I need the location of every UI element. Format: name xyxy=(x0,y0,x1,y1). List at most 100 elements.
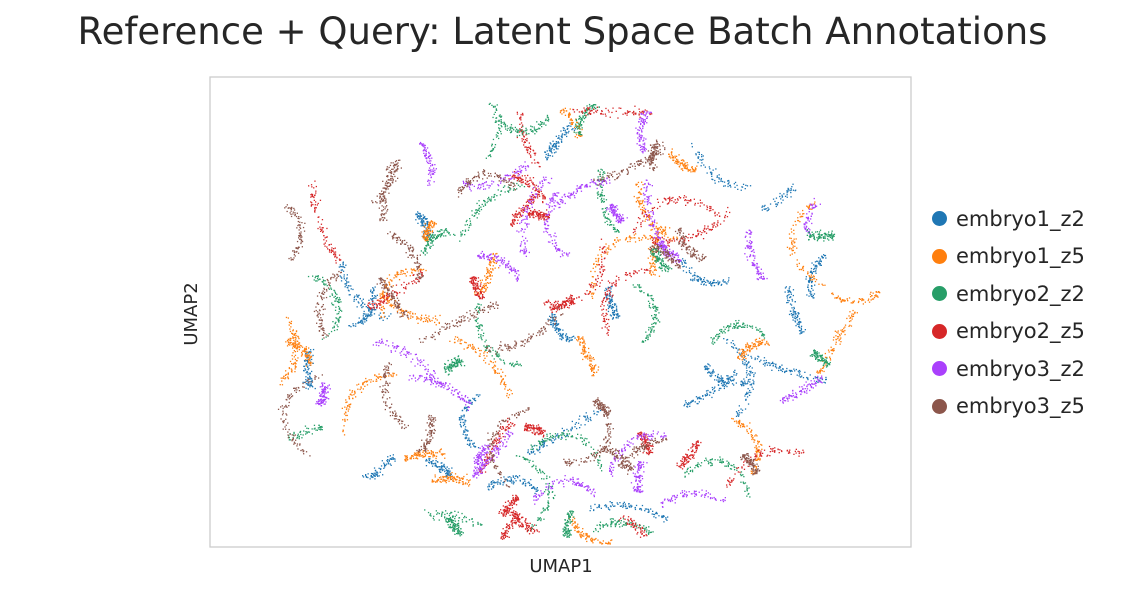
scatter-point xyxy=(297,343,299,345)
scatter-point xyxy=(608,542,610,544)
scatter-point xyxy=(650,236,652,239)
scatter-point xyxy=(457,511,459,513)
scatter-point xyxy=(646,529,648,531)
scatter-point xyxy=(815,268,817,270)
scatter-point xyxy=(750,383,753,385)
scatter-point xyxy=(686,405,688,408)
scatter-point xyxy=(612,518,614,520)
scatter-point xyxy=(447,368,449,370)
scatter-point xyxy=(428,456,430,458)
scatter-point xyxy=(680,168,682,170)
scatter-point xyxy=(811,296,814,298)
scatter-point xyxy=(287,338,290,340)
scatter-point xyxy=(480,289,482,291)
scatter-point xyxy=(691,167,694,170)
scatter-point xyxy=(576,137,578,139)
scatter-point xyxy=(726,385,728,388)
scatter-point xyxy=(496,252,498,255)
scatter-point xyxy=(672,159,674,161)
scatter-point xyxy=(347,285,349,287)
scatter-point xyxy=(605,506,607,508)
scatter-point xyxy=(450,364,452,366)
scatter-point xyxy=(600,254,602,256)
scatter-point xyxy=(503,363,506,365)
scatter-point xyxy=(816,355,818,357)
scatter-point xyxy=(453,480,455,482)
scatter-point xyxy=(766,210,768,212)
scatter-point xyxy=(649,263,651,265)
scatter-point xyxy=(494,350,497,352)
scatter-point xyxy=(424,509,426,511)
scatter-point xyxy=(404,455,406,457)
scatter-point xyxy=(309,386,311,388)
scatter-point xyxy=(647,257,649,259)
scatter-point xyxy=(751,342,753,344)
scatter-point xyxy=(551,145,554,147)
scatter-point xyxy=(280,377,282,379)
scatter-point xyxy=(477,317,479,319)
scatter-point xyxy=(311,379,313,382)
scatter-point xyxy=(444,479,446,481)
scatter-point xyxy=(546,435,548,437)
scatter-point xyxy=(499,383,502,385)
scatter-point xyxy=(732,418,734,420)
scatter-point xyxy=(447,365,449,367)
scatter-point xyxy=(541,441,544,443)
scatter-point xyxy=(590,507,592,509)
scatter-point xyxy=(790,291,792,294)
scatter-point xyxy=(490,483,492,485)
scatter-point xyxy=(294,361,296,364)
scatter-point xyxy=(757,355,759,357)
scatter-point xyxy=(555,151,557,153)
scatter-point xyxy=(370,313,372,315)
scatter-point xyxy=(453,361,456,364)
scatter-point xyxy=(702,280,704,283)
scatter-point xyxy=(812,353,814,356)
scatter-point xyxy=(419,451,421,454)
scatter-point xyxy=(566,533,569,535)
scatter-point xyxy=(581,534,584,536)
scatter-point xyxy=(374,474,376,476)
scatter-point xyxy=(294,345,297,347)
scatter-point xyxy=(739,424,742,427)
scatter-point xyxy=(583,533,585,535)
scatter-point xyxy=(405,268,407,270)
scatter-point xyxy=(466,473,468,475)
scatter-point xyxy=(800,330,802,332)
scatter-point xyxy=(429,234,431,236)
scatter-point xyxy=(575,118,577,121)
scatter-point xyxy=(442,511,444,514)
scatter-point xyxy=(434,462,437,465)
scatter-point xyxy=(375,295,377,298)
scatter-point xyxy=(692,278,694,280)
scatter-point xyxy=(440,471,442,473)
scatter-point xyxy=(826,365,829,367)
scatter-point xyxy=(763,339,765,341)
scatter-point xyxy=(835,338,837,341)
scatter-point xyxy=(653,516,655,518)
scatter-point xyxy=(305,365,307,367)
scatter-point xyxy=(798,372,800,374)
scatter-point xyxy=(734,371,736,374)
scatter-point xyxy=(600,507,602,509)
scatter-point xyxy=(789,254,791,256)
scatter-point xyxy=(679,164,681,166)
scatter-point xyxy=(413,452,416,454)
scatter-point xyxy=(563,530,565,532)
scatter-point xyxy=(732,340,734,342)
scatter-point xyxy=(402,270,404,272)
scatter-point xyxy=(848,320,851,323)
scatter-point xyxy=(723,338,725,340)
scatter-point xyxy=(435,465,437,468)
scatter-point xyxy=(515,475,517,477)
scatter-point xyxy=(601,256,603,258)
scatter-point xyxy=(554,146,556,148)
scatter-point xyxy=(612,243,614,245)
scatter-point xyxy=(811,235,813,237)
scatter-point xyxy=(293,342,295,344)
scatter-point xyxy=(726,378,728,380)
scatter-point xyxy=(427,234,429,236)
scatter-point xyxy=(813,278,815,280)
scatter-point xyxy=(460,360,462,363)
scatter-point xyxy=(654,310,656,312)
